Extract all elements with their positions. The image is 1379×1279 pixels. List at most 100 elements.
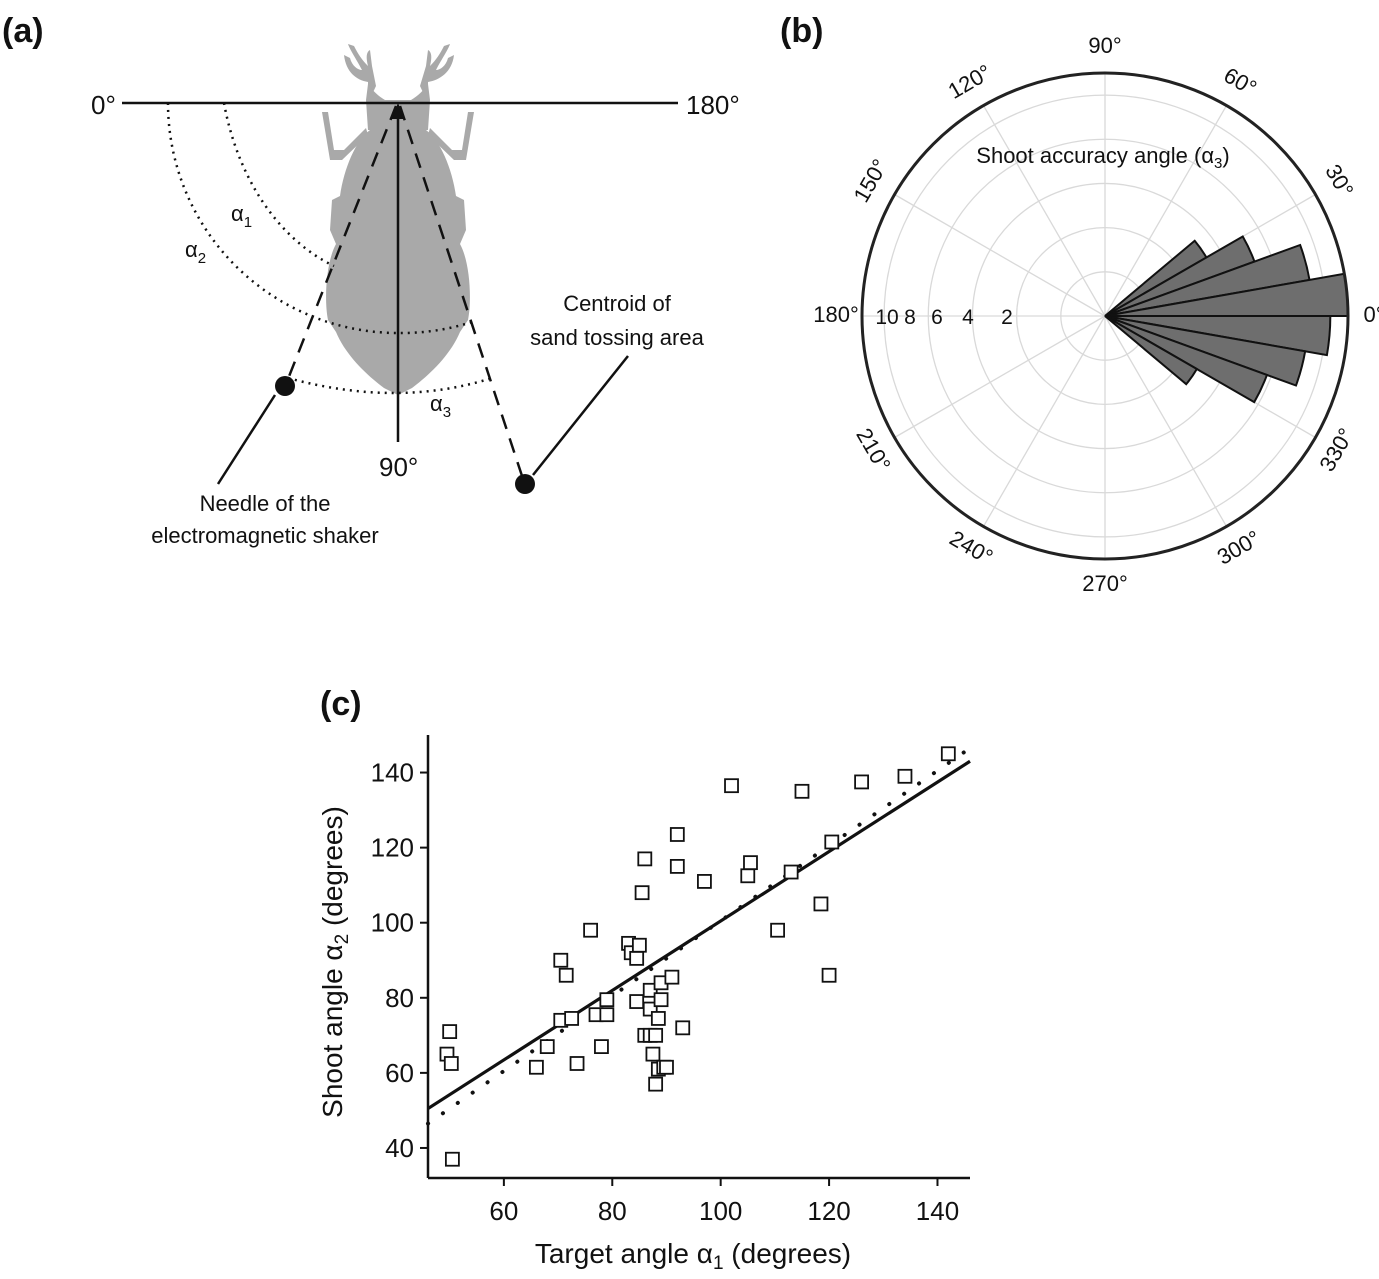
polar-spoke (1104, 315, 1228, 527)
scatter-point (669, 827, 685, 842)
y-tick-label: 60 (385, 1058, 414, 1088)
needle-label-line2: electromagnetic shaker (151, 523, 378, 548)
rose-bar (1104, 315, 1269, 404)
scatter-point (697, 874, 712, 889)
scatter-point (599, 992, 615, 1008)
scatter-point (648, 1027, 664, 1043)
scatter-point (794, 783, 810, 799)
rose-bar (1104, 315, 1199, 386)
polar-angle-tick: 210° (851, 424, 895, 476)
sand-direction-line (398, 105, 526, 483)
scatter-lines (426, 746, 972, 1126)
polar-radial-tick: 6 (931, 306, 943, 329)
alpha1-label: α1 (231, 201, 252, 231)
scatter-point (740, 868, 756, 884)
scatter-point (569, 1056, 585, 1071)
scatter-point (637, 851, 653, 867)
scatter-point (821, 967, 837, 983)
polar-radial-tick: 10 (875, 306, 898, 329)
polar-radial-tick: 2 (1001, 306, 1013, 329)
scatter-point (642, 982, 658, 998)
panel-c-label: (c) (320, 685, 362, 723)
polar-spoke (894, 193, 1106, 317)
scatter-point (824, 834, 840, 850)
scatter-point (442, 1024, 458, 1039)
scatter-point (443, 1056, 459, 1071)
rose-bars (1104, 235, 1350, 404)
scatter-x-label: Target angle α1 (degrees) (535, 1238, 851, 1274)
polar-angle-tick: 120° (944, 59, 996, 103)
scatter-point (444, 1151, 460, 1167)
x-tick-label: 60 (489, 1196, 518, 1226)
polar-angle-tick: 60° (1220, 62, 1261, 100)
angle-90-label: 90° (379, 452, 418, 482)
needle-label-line1: Needle of the (200, 491, 331, 516)
scatter-point (940, 746, 956, 762)
polar-radial-tick: 8 (904, 306, 916, 329)
polar-spoke (894, 315, 1106, 439)
scatter-point (553, 952, 569, 968)
scatter-point (783, 864, 799, 880)
polar-spoke (982, 315, 1106, 527)
centroid-label-line1: Centroid of (563, 291, 672, 316)
scatter-point (659, 1059, 674, 1075)
polar-radial-tick: 4 (962, 306, 974, 329)
y-tick-label: 120 (371, 833, 414, 863)
scatter-point (558, 967, 574, 983)
needle-marker (275, 376, 295, 396)
scatter-y-label: Shoot angle α2 (degrees) (317, 806, 353, 1118)
alpha1-arc (222, 102, 335, 268)
polar-radial-labels: 2 46 10 8 (875, 306, 1013, 329)
alpha3-arc (287, 376, 493, 395)
x-tick-label: 120 (807, 1196, 850, 1226)
polar-angle-tick: 270° (1082, 571, 1128, 596)
polar-angle-tick: 180° (813, 302, 859, 327)
x-tick-label: 140 (916, 1196, 959, 1226)
scatter-point (594, 1039, 609, 1055)
y-tick-label: 100 (371, 908, 414, 938)
panel-c: (c) 60 80 100 120 140 40 60 80 100 120 140 Target … (317, 685, 972, 1274)
rose-title: Shoot accuracy angle (α3) (976, 143, 1229, 172)
scatter-point (564, 1011, 580, 1026)
alpha2-label: α2 (185, 237, 206, 267)
regression-line (427, 759, 971, 1110)
scatter-point (897, 768, 913, 784)
centroid-label-line2: sand tossing area (530, 325, 704, 350)
polar-angle-tick: 300° (1213, 525, 1265, 569)
polar-spoke (1104, 105, 1228, 317)
scatter-point (813, 896, 829, 912)
scatter-point (669, 858, 685, 874)
scatter-points (439, 746, 956, 1167)
scatter-point (631, 937, 647, 953)
scatter-point (854, 774, 869, 790)
scatter-point (664, 969, 680, 985)
scatter-point (743, 855, 758, 871)
y-tick-label: 80 (385, 983, 414, 1013)
polar-angle-tick: 240° (945, 525, 997, 569)
scatter-point (634, 885, 650, 901)
panel-b-label: (b) (780, 12, 823, 50)
alpha3-label: α3 (430, 391, 451, 421)
scatter-point (529, 1059, 544, 1075)
panel-a: (a) 0° 180° 90° (2, 12, 740, 548)
polar-angle-tick: 30° (1320, 160, 1358, 201)
x-tick-label: 80 (598, 1196, 627, 1226)
scatter-point (629, 950, 645, 966)
polar-angle-tick: 150° (848, 155, 892, 207)
scatter-point (583, 922, 598, 938)
scatter-point (675, 1020, 691, 1036)
scatter-axes: 60 80 100 120 140 40 60 80 100 120 140 (371, 735, 970, 1226)
scatter-point (650, 1011, 666, 1026)
scatter-point (629, 994, 645, 1009)
y-tick-label: 40 (385, 1133, 414, 1163)
scatter-point (653, 992, 669, 1008)
scatter-point (724, 778, 739, 794)
x-tick-label: 100 (699, 1196, 742, 1226)
centroid-marker (515, 474, 535, 494)
panel-a-label: (a) (2, 12, 44, 50)
polar-angle-tick: 330° (1314, 424, 1358, 476)
polar-spoke (982, 105, 1106, 317)
scatter-point (770, 922, 785, 938)
angle-180-label: 180° (686, 90, 740, 120)
